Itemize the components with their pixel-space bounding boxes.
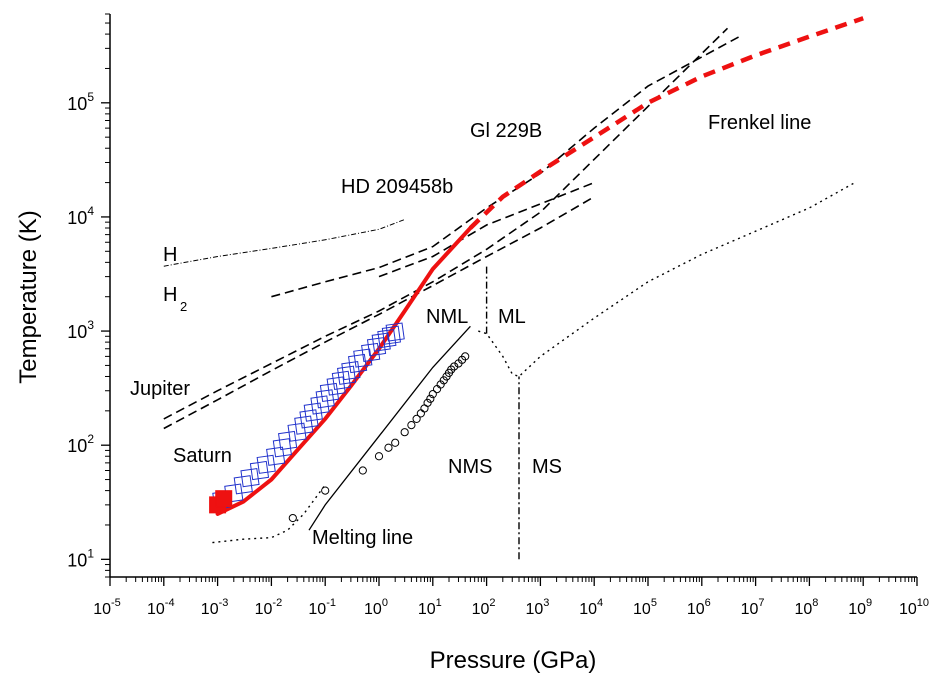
x-tick-label: 105 [633, 597, 657, 618]
x-tick-label: 106 [687, 597, 711, 618]
melting-data-point [359, 467, 366, 474]
label-hd209458b: HD 209458b [341, 176, 453, 198]
series-layer [164, 18, 863, 559]
label-nml: NML [426, 306, 468, 328]
x-tick-label: 103 [525, 597, 549, 618]
x-tick-label: 108 [794, 597, 818, 618]
label-melting-line: Melting line [312, 527, 413, 549]
melting-data-point [408, 421, 415, 428]
melting-data-point [375, 453, 382, 460]
melting-data-point [289, 514, 296, 521]
label-nms: NMS [448, 456, 492, 478]
label-gl229b: Gl 229B [470, 120, 542, 142]
x-tick-label: 100 [364, 597, 388, 618]
label-h: H [163, 244, 177, 266]
label-ms: MS [532, 456, 562, 478]
x-tick-label: 104 [579, 597, 603, 618]
red-square-point [216, 491, 232, 507]
x-tick-label: 10-5 [93, 597, 121, 618]
x-tick-label: 10-1 [308, 597, 336, 618]
x-tick-label: 102 [472, 597, 496, 618]
y-tick-label: 102 [67, 432, 94, 456]
blue-square-point [316, 390, 334, 408]
y-axis-label: Temperature (K) [15, 210, 42, 383]
melting-data-point [433, 386, 440, 393]
series-line-dashed-black [271, 37, 739, 297]
series-line-dashed-black [164, 28, 728, 419]
x-tick-label: 109 [848, 597, 872, 618]
series-line-dotted [478, 183, 855, 377]
label-ml: ML [498, 306, 526, 328]
y-tick-label: 101 [67, 546, 94, 570]
blue-square-point [332, 371, 350, 389]
x-tick-label: 10-4 [147, 597, 175, 618]
series-line-dashed-black [164, 197, 594, 429]
series-line-dashdot-thin [164, 220, 405, 267]
x-axis-label: Pressure (GPa) [430, 647, 597, 674]
label-h2: H [163, 284, 177, 306]
melting-data-point [392, 439, 399, 446]
y-tick-label: 104 [67, 204, 94, 228]
melting-data-point [322, 487, 329, 494]
x-tick-label: 10-2 [255, 597, 283, 618]
label-saturn: Saturn [173, 445, 232, 467]
label-frenkel-line: Frenkel line [708, 112, 811, 134]
melting-data-point [385, 444, 392, 451]
y-tick-label: 105 [67, 90, 94, 114]
melting-data-point [401, 429, 408, 436]
x-tick-label: 101 [418, 597, 442, 618]
series-line-solid-black-thin [309, 326, 470, 530]
blue-square-point [300, 410, 318, 428]
label-h2-subscript: 2 [180, 299, 187, 314]
label-jupiter: Jupiter [130, 378, 190, 400]
y-tick-label: 103 [67, 318, 94, 342]
x-tick-label: 1010 [899, 597, 929, 618]
x-tick-label: 10-3 [201, 597, 229, 618]
x-tick-label: 107 [741, 597, 765, 618]
melting-data-point [417, 410, 424, 417]
